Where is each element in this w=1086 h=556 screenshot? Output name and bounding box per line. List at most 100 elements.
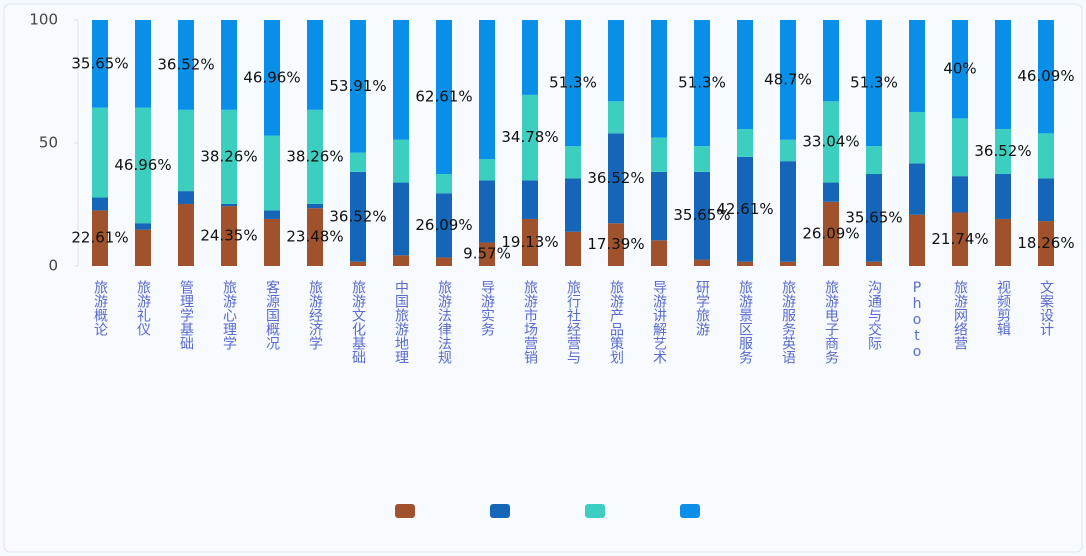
data-label: 34.78%: [501, 128, 558, 146]
data-label: 53.91%: [329, 77, 386, 95]
data-label: 36.52%: [974, 142, 1031, 160]
data-label: 38.26%: [286, 147, 343, 165]
bar-segment: [780, 139, 796, 162]
bar-segment: [522, 180, 538, 219]
bar-segment: [393, 182, 409, 256]
bar-segment: [135, 223, 151, 230]
bar-segment: [436, 257, 452, 266]
data-label: 46.09%: [1017, 67, 1074, 85]
data-label: 51.3%: [850, 74, 898, 92]
bar-segment: [92, 20, 108, 108]
bar-segment: [92, 197, 108, 211]
bar-segment: [823, 201, 839, 266]
bar-segment: [737, 20, 753, 130]
data-label: 36.52%: [329, 207, 386, 225]
bar-segment: [565, 231, 581, 266]
bar-segment: [479, 159, 495, 181]
bar-segment: [178, 109, 194, 192]
data-label: 35.65%: [845, 208, 902, 226]
bar-segment: [995, 129, 1011, 175]
legend-swatch: [490, 504, 510, 518]
x-tick-label: 中国旅游地理: [393, 280, 409, 364]
data-label: 35.65%: [673, 206, 730, 224]
bar-segment: [823, 101, 839, 183]
data-label: 42.61%: [716, 200, 773, 218]
x-tick-label: 文案设计: [1038, 280, 1054, 336]
data-label: 23.48%: [286, 228, 343, 246]
data-label: 35.65%: [71, 54, 128, 72]
bar-segment: [307, 208, 323, 266]
bar-segment: [221, 206, 237, 266]
x-tick-label: 管理学基础: [178, 280, 194, 350]
legend-swatch: [395, 504, 415, 518]
bar-segment: [866, 20, 882, 147]
data-label: 51.3%: [549, 74, 597, 92]
x-tick-label: 旅游服务英语: [780, 280, 796, 364]
bar-segment: [694, 20, 710, 147]
bar-segment: [221, 20, 237, 110]
bar-segment: [350, 261, 366, 266]
bar-segment: [780, 261, 796, 266]
bar-segment: [522, 20, 538, 95]
bar-segment: [350, 171, 366, 262]
bar-segment: [307, 109, 323, 204]
bar-segment: [1038, 20, 1054, 134]
bar-segment: [135, 107, 151, 224]
bar-segment: [909, 214, 925, 266]
bar-segment: [823, 20, 839, 102]
bar-segment: [909, 163, 925, 215]
bar-segment: [264, 218, 280, 266]
x-tick-label: 视频剪辑: [995, 280, 1011, 336]
bar-segment: [307, 20, 323, 110]
bar-segment: [178, 203, 194, 266]
x-tick-label: 导游实务: [479, 280, 495, 336]
bar-segment: [565, 146, 581, 179]
bar-segment: [866, 146, 882, 175]
x-tick-label: 旅游产品策划: [608, 280, 624, 364]
data-label: 18.26%: [1017, 234, 1074, 252]
bar-segment: [608, 133, 624, 224]
bar-segment: [608, 223, 624, 266]
data-label: 33.04%: [802, 132, 859, 150]
bar-segment: [479, 20, 495, 160]
data-label: 51.3%: [678, 74, 726, 92]
bar-segment: [651, 137, 667, 172]
y-tick-label: 100: [29, 11, 58, 29]
data-label: 26.09%: [415, 216, 472, 234]
bar-segment: [178, 20, 194, 110]
bar-segment: [264, 20, 280, 136]
bar-segment: [952, 118, 968, 177]
bar-segment: [522, 218, 538, 266]
bar-segment: [393, 255, 409, 266]
data-label: 36.52%: [587, 169, 644, 187]
bar-segment: [135, 229, 151, 266]
bar-segment: [264, 210, 280, 219]
bar-segment: [952, 20, 968, 119]
bar-segment: [436, 173, 452, 194]
bar-segment: [651, 240, 667, 266]
bar-segment: [1038, 133, 1054, 179]
bar-segment: [135, 20, 151, 108]
bar-segment: [436, 193, 452, 258]
data-label: 22.61%: [71, 229, 128, 247]
x-tick-label: 客源国概况: [264, 279, 280, 351]
bar-segment: [823, 182, 839, 202]
x-tick-label: 旅游心理学: [221, 280, 237, 350]
data-label: 24.35%: [200, 227, 257, 245]
x-tick-label: 旅游市场营销: [522, 280, 538, 365]
bar-segment: [608, 101, 624, 134]
bar-segment: [565, 20, 581, 147]
data-label: 46.96%: [243, 68, 300, 86]
bar-segment: [995, 20, 1011, 130]
x-tick-label: 旅游经济学: [307, 280, 323, 350]
bar-segment: [92, 107, 108, 198]
bar-segment: [264, 135, 280, 211]
data-label: 17.39%: [587, 235, 644, 253]
bar-segment: [909, 20, 925, 112]
bar-segment: [780, 19, 796, 140]
bar-segment: [608, 20, 624, 102]
bar-segment: [307, 203, 323, 209]
x-tick-label: 旅游电子商务: [823, 280, 839, 364]
bar-segment: [350, 152, 366, 172]
